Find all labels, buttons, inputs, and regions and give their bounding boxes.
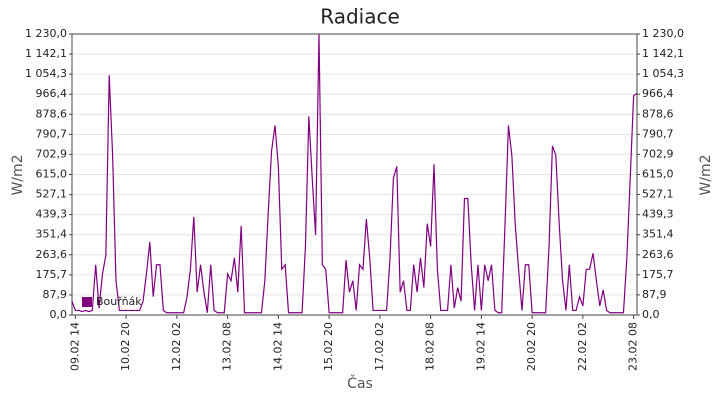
y-tick-label: 702,9 xyxy=(36,147,68,160)
y2-axis-label: W/m2 xyxy=(698,154,714,195)
x-tick-label: 09.02 14 xyxy=(68,322,81,371)
y-tick-label: 0,0 xyxy=(50,308,68,321)
y-tick-label: 1 230,0 xyxy=(25,27,67,40)
y2-tick-label: 0,0 xyxy=(642,308,660,321)
y-tick-label: 1 142,1 xyxy=(25,47,67,60)
y2-tick-label: 615,0 xyxy=(642,168,674,181)
x-tick-label: 12.02 02 xyxy=(170,322,183,371)
x-tick-label: 10.02 20 xyxy=(119,322,132,371)
x-tick-label: 15.02 20 xyxy=(322,322,335,371)
y-tick-label: 878,6 xyxy=(36,107,68,120)
x-tick-label: 14.02 14 xyxy=(271,322,284,371)
x-tick-label: 20.02 20 xyxy=(525,322,538,371)
y-tick-label: 175,7 xyxy=(36,268,68,281)
y-tick-label: 1 054,3 xyxy=(25,67,67,80)
y2-tick-label: 351,4 xyxy=(642,228,674,241)
series-line xyxy=(71,33,638,314)
x-tick-label: 13.02 08 xyxy=(221,322,234,371)
x-tick-label: 19.02 14 xyxy=(474,322,487,371)
y2-tick-label: 439,3 xyxy=(642,208,674,221)
y-tick-label: 87,9 xyxy=(43,288,68,301)
y-tick-label: 966,4 xyxy=(36,87,68,100)
y-tick-label: 527,1 xyxy=(36,188,68,201)
y-tick-label: 790,7 xyxy=(36,127,68,140)
x-axis-label: Čas xyxy=(347,374,373,392)
y-tick-label: 615,0 xyxy=(36,168,68,181)
chart-title: Radiace xyxy=(320,5,400,29)
y2-tick-label: 87,9 xyxy=(642,288,667,301)
legend-label: Bouřňák xyxy=(96,295,142,308)
y-axis-label: W/m2 xyxy=(10,154,26,195)
y-tick-label: 439,3 xyxy=(36,208,68,221)
legend-swatch xyxy=(82,297,92,307)
x-tick-label: 18.02 08 xyxy=(424,322,437,371)
plot-frame xyxy=(71,33,638,316)
y-tick-label: 263,6 xyxy=(36,248,68,261)
y2-tick-label: 175,7 xyxy=(642,268,674,281)
y2-tick-label: 1 142,1 xyxy=(642,47,684,60)
y2-tick-label: 1 230,0 xyxy=(642,27,684,40)
y-tick-label: 351,4 xyxy=(36,228,68,241)
y2-tick-label: 790,7 xyxy=(642,127,674,140)
y2-tick-label: 527,1 xyxy=(642,188,674,201)
y2-tick-label: 1 054,3 xyxy=(642,67,684,80)
x-tick-label: 17.02 02 xyxy=(373,322,386,371)
x-tick-label: 22.02 02 xyxy=(576,322,589,371)
x-tick-label: 23.02 08 xyxy=(627,322,640,371)
y2-tick-label: 263,6 xyxy=(642,248,674,261)
y2-tick-label: 702,9 xyxy=(642,147,674,160)
y2-tick-label: 966,4 xyxy=(642,87,674,100)
y2-tick-label: 878,6 xyxy=(642,107,674,120)
